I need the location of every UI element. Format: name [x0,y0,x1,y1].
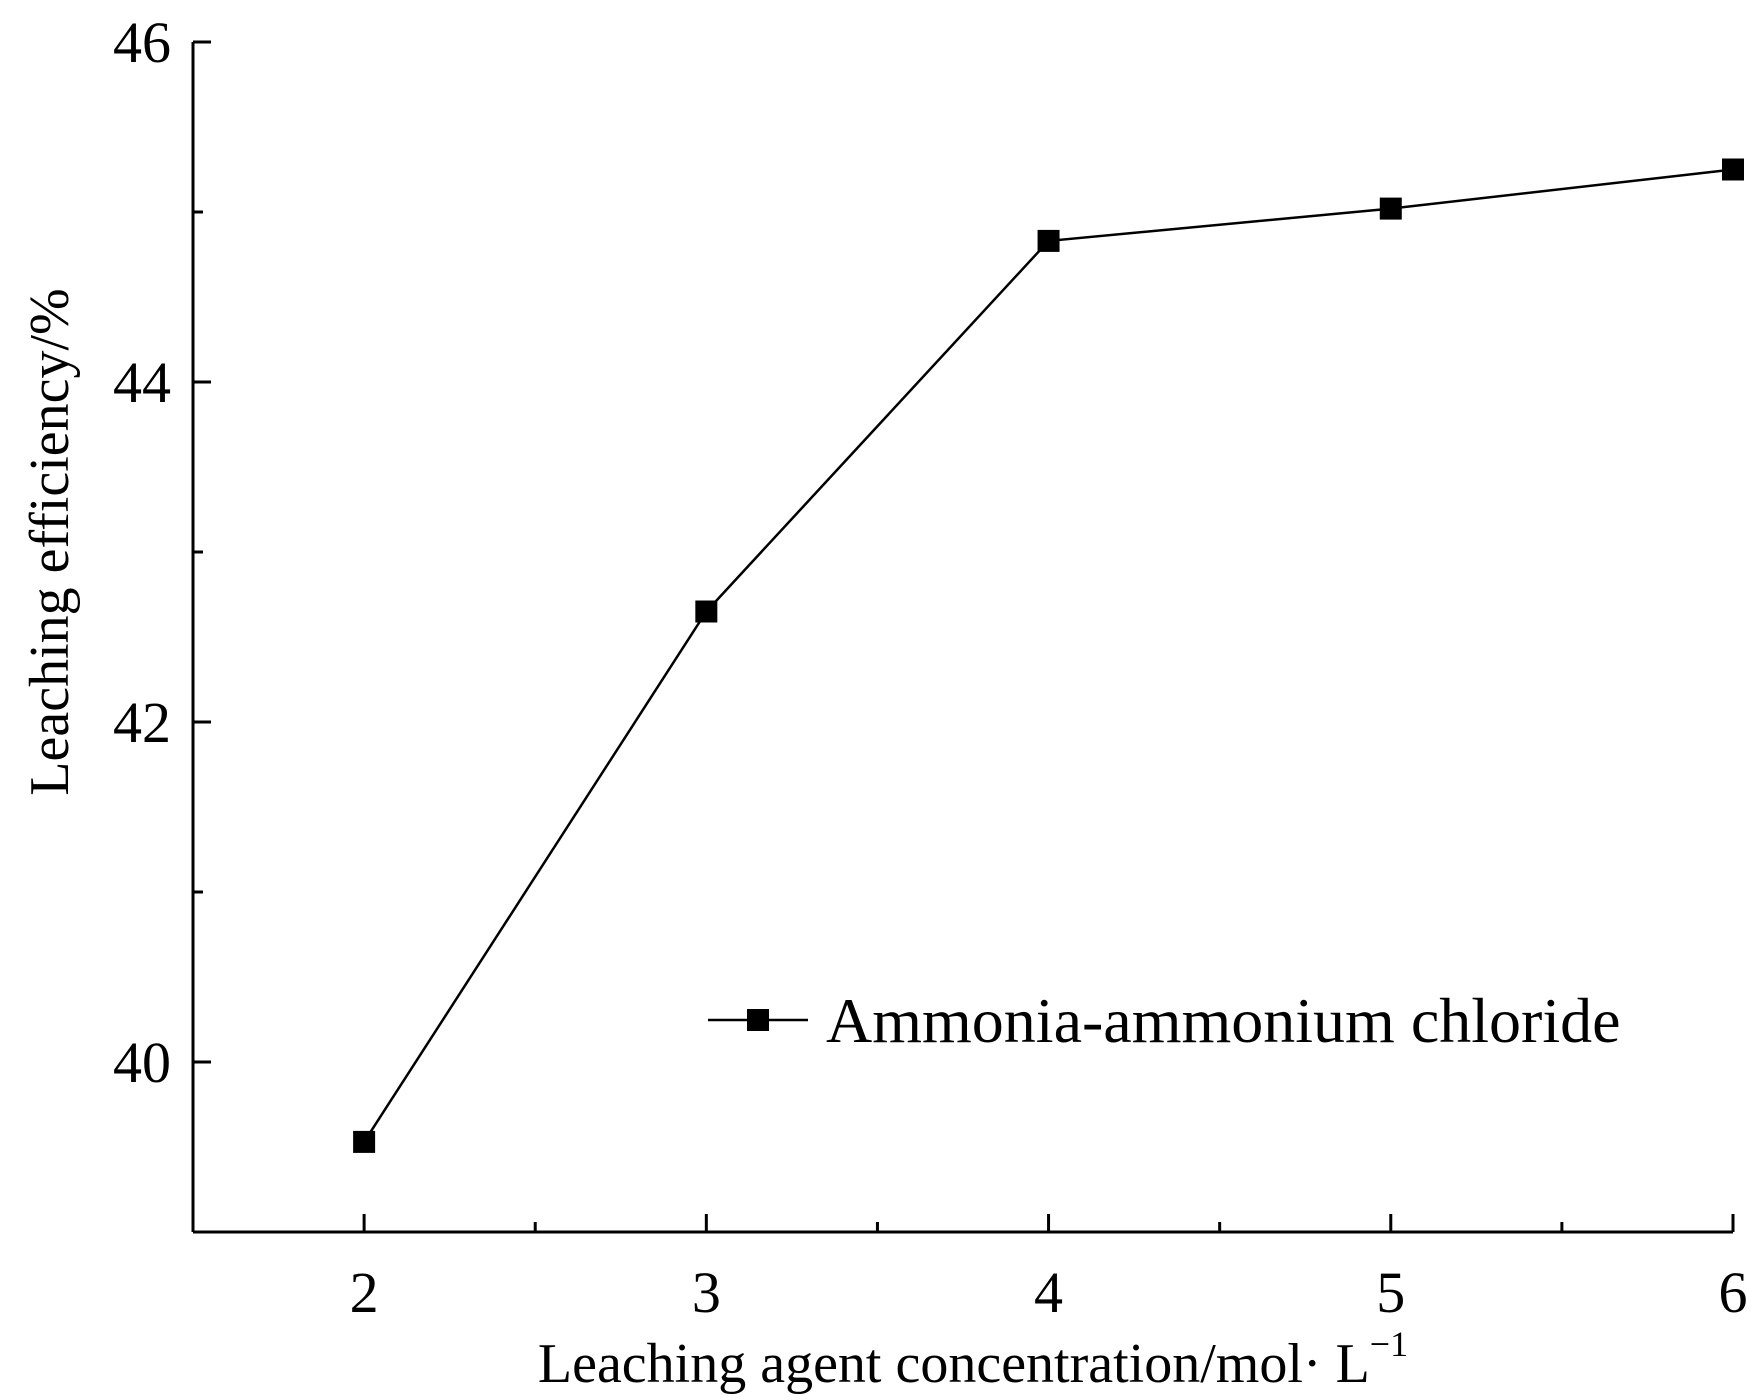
x-axis-title-superscript: −1 [1370,1324,1408,1364]
y-tick-label: 44 [113,350,171,415]
data-point [1379,197,1402,220]
y-tick-label: 46 [113,10,171,75]
data-point [1037,229,1060,252]
y-axis-title: Leaching efficiency/% [19,288,81,795]
legend-label: Ammonia-ammonium chloride [826,985,1621,1056]
axes [191,42,1733,1234]
x-tick-label: 6 [1719,1260,1748,1325]
data-point [353,1130,376,1153]
data-point [1722,158,1744,181]
x-tick-label: 4 [1034,1260,1063,1325]
y-tick-label: 42 [113,690,171,755]
legend-marker [747,1009,769,1031]
data-point [695,600,718,623]
x-tick-label: 2 [350,1260,379,1325]
y-tick-label: 40 [113,1030,171,1095]
x-tick-label: 5 [1376,1260,1405,1325]
ticks [193,40,1735,1232]
x-axis-title-text: Leaching agent concentration/mol· L [538,1333,1370,1395]
series-layer [353,158,1744,1153]
x-tick-label: 3 [692,1260,721,1325]
legend: Ammonia-ammonium chloride [708,985,1621,1056]
labels: 2 3 4 5 6 40 42 44 46 [113,10,1748,1325]
x-axis-title: Leaching agent concentration/mol· L−1 [538,1324,1408,1395]
